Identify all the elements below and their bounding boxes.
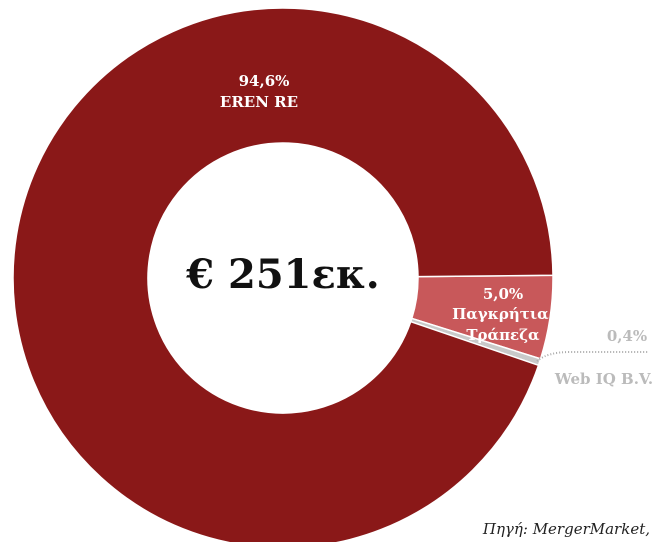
category-label: Παγκρήτια Τράπεζα bbox=[452, 305, 554, 344]
category-label: EREN RE bbox=[220, 93, 298, 111]
value-label: 94,6% bbox=[239, 72, 290, 90]
leader-line bbox=[536, 351, 648, 362]
source: Πηγή: MergerMarket, bbox=[482, 520, 650, 538]
category-label: Web IQ B.V. bbox=[554, 370, 653, 388]
value-label: 5,0% bbox=[483, 285, 523, 303]
center-label: € 251εκ. bbox=[185, 251, 379, 298]
value-label: 0,4% bbox=[607, 327, 647, 345]
donut bbox=[12, 7, 554, 542]
slice bbox=[12, 7, 554, 542]
